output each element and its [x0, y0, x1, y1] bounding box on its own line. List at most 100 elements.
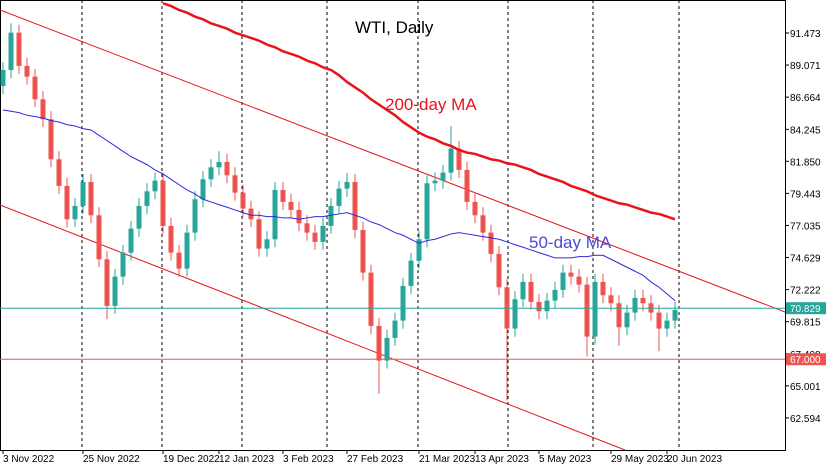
candle-body — [136, 205, 142, 229]
x-tick-label: 12 Jan 2023 — [219, 454, 274, 465]
candle-body — [344, 181, 350, 189]
candle-body — [560, 272, 566, 290]
candle-body — [112, 276, 118, 306]
x-tick-label: 27 Feb 2023 — [347, 454, 404, 465]
candle-body — [216, 161, 222, 168]
candle-body — [240, 192, 246, 209]
x-tick-label: 19 Dec 2022 — [163, 454, 220, 465]
candle-body — [552, 289, 558, 301]
candle-body — [360, 229, 366, 273]
price-label: 70.829 — [790, 304, 821, 315]
candle-body — [224, 161, 230, 176]
candle-body — [480, 215, 486, 233]
y-tick-label: 65.001 — [790, 382, 821, 393]
candle-body — [528, 281, 534, 302]
candle-body — [472, 201, 478, 216]
candle-body — [272, 189, 278, 240]
candle-body — [0, 69, 6, 86]
candle-body — [312, 232, 318, 242]
candle-body — [96, 215, 102, 260]
candle-body — [32, 76, 38, 100]
candle-body — [424, 183, 430, 240]
candle-body — [488, 232, 494, 254]
candle-body — [200, 179, 206, 200]
candle-body — [568, 272, 574, 277]
candle-body — [104, 259, 110, 306]
candle-body — [88, 181, 94, 216]
channel-upper — [0, 9, 786, 313]
candle-body — [520, 281, 526, 300]
price-label: 67.000 — [790, 355, 821, 366]
price-label-box — [786, 353, 826, 366]
candle-body — [168, 225, 174, 253]
candle-body — [400, 285, 406, 321]
candle-body — [592, 281, 598, 337]
y-tick-label: 72.222 — [790, 286, 821, 297]
candle-body — [176, 252, 182, 269]
x-tick-label: 29 May 2023 — [611, 454, 669, 465]
y-tick-label: 84.245 — [790, 125, 821, 136]
candle-body — [192, 199, 198, 233]
candle-body — [624, 312, 630, 328]
candle-body — [232, 175, 238, 193]
candle-body — [432, 180, 438, 184]
candle-body — [464, 169, 470, 202]
y-tick-label: 91.473 — [790, 29, 821, 40]
candle-body — [264, 239, 270, 249]
candle-body — [496, 253, 502, 288]
candle-body — [632, 297, 638, 313]
plot-frame — [0, 0, 786, 451]
candle-body — [160, 180, 166, 226]
candle-body — [408, 260, 414, 286]
candle-body — [320, 225, 326, 242]
candle-body — [208, 167, 214, 180]
candle-body — [640, 297, 646, 304]
candle-body — [456, 148, 462, 170]
y-tick-label: 74.629 — [790, 254, 821, 265]
x-tick-label: 5 May 2023 — [539, 454, 592, 465]
candle-body — [448, 148, 454, 173]
x-tick-label: 3 Nov 2022 — [3, 454, 55, 465]
chart-title: WTI, Daily — [355, 18, 434, 37]
candle-body — [56, 159, 62, 186]
candle-body — [392, 320, 398, 338]
candle-body — [16, 32, 22, 66]
candle-body — [296, 209, 302, 224]
candle-body — [616, 303, 622, 328]
candle-body — [8, 32, 14, 70]
candle-body — [656, 312, 662, 329]
candle-body — [248, 208, 254, 220]
x-tick-label: 25 Nov 2022 — [83, 454, 140, 465]
candle-body — [184, 232, 190, 269]
candle-body — [128, 228, 134, 253]
ma-line — [162, 2, 676, 221]
candle-body — [280, 189, 286, 202]
price-label-box — [786, 302, 826, 315]
x-tick-label: 21 Mar 2023 — [419, 454, 476, 465]
candle-body — [608, 295, 614, 304]
y-tick-label: 86.664 — [790, 93, 821, 104]
candle-body — [48, 119, 54, 160]
candle-body — [144, 191, 150, 206]
ma50-label: 50-day MA — [529, 233, 612, 252]
candle-body — [536, 301, 542, 312]
candle-body — [40, 99, 46, 120]
candle-body — [512, 299, 518, 329]
x-tick-label: 13 Apr 2023 — [475, 454, 529, 465]
candle-body — [152, 180, 158, 192]
candle-body — [288, 201, 294, 210]
y-tick-label: 69.815 — [790, 318, 821, 329]
candle-body — [664, 320, 670, 329]
candle-body — [584, 284, 590, 337]
ma-line — [2, 109, 676, 301]
vertical-grid — [81, 0, 680, 450]
candle-body — [384, 337, 390, 361]
candle-body — [336, 188, 342, 206]
ma200-label: 200-day MA — [385, 95, 477, 114]
y-tick-label: 81.850 — [790, 157, 821, 168]
candle-body — [120, 252, 126, 277]
candle-body — [544, 300, 550, 312]
candle-body — [416, 239, 422, 261]
channel-lower — [0, 204, 626, 451]
